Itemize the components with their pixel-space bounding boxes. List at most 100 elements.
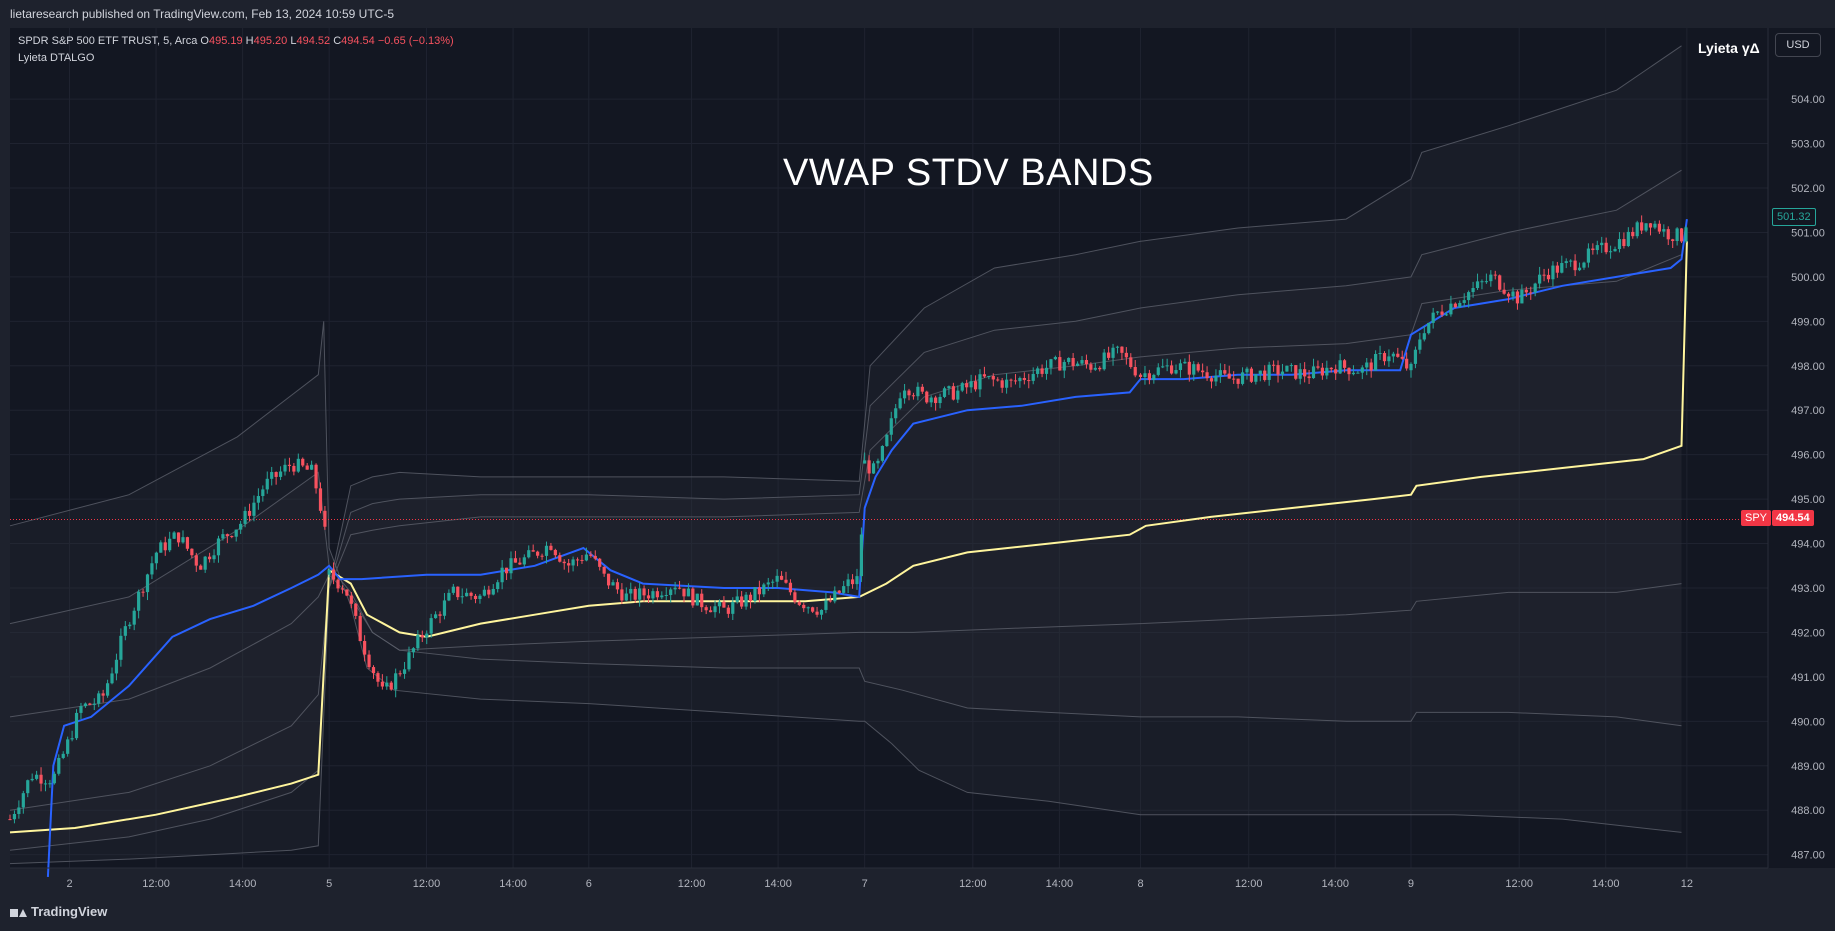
last-price-tag: 494.54 [1772,510,1814,526]
candle-body [753,587,757,602]
chart-title: VWAP STDV BANDS [783,152,1154,194]
candle-body [1360,367,1364,373]
x-tick-label: 7 [862,878,868,890]
x-tick-label: 5 [326,878,332,890]
candle-body [1666,229,1670,240]
candle-body [1254,374,1258,382]
candle-body [1484,281,1488,283]
candle-body [389,682,393,690]
candle-body [1551,265,1555,280]
candle-body [1120,346,1124,353]
x-tick-label: 14:00 [1321,878,1349,890]
candle-body [651,591,655,599]
chart-area[interactable] [10,28,1768,868]
y-tick-label: 493.00 [1791,583,1825,595]
x-tick-label: 12:00 [959,878,987,890]
candle-body [473,595,478,600]
x-tick-label: 2 [66,878,72,890]
candle-body [52,773,56,784]
candle-body [1662,229,1666,232]
candle-body [119,635,123,660]
candle-body [824,600,828,610]
candle-body [172,532,176,539]
candle-body [1245,368,1249,373]
currency-button[interactable]: USD [1775,33,1821,57]
y-tick-label: 487.00 [1791,850,1825,862]
candle-body [1058,357,1062,371]
candle-body [929,397,933,403]
candle-body [1036,368,1040,374]
symbol-legend[interactable]: SPDR S&P 500 ETF TRUST, 5, Arca O495.19 … [18,35,454,47]
legend-open-label: O [200,35,209,47]
candle-body [199,565,203,570]
candle-body [1600,242,1604,246]
candle-body [828,600,832,602]
x-tick-label: 14:00 [229,878,257,890]
candle-body [1671,239,1675,241]
candle-body [1657,223,1661,232]
candle-body [973,381,978,390]
candle-body [1102,352,1106,370]
candle-body [1307,376,1311,379]
candle-body [17,807,21,814]
candle-body [247,510,252,516]
candle-body [1365,362,1369,368]
candle-body [748,594,753,602]
candle-body [797,601,801,605]
candle-body [21,793,25,808]
candle-body [1067,357,1071,362]
tradingview-logo[interactable]: TradingView [10,904,107,919]
candle-body [1573,260,1577,271]
candle-body [991,376,995,380]
candle-body [74,712,79,739]
candle-body [1640,222,1644,231]
candle-body [655,591,659,598]
legend-close: 494.54 [341,35,375,47]
candle-body [553,549,557,556]
candle-body [1040,368,1044,374]
candle-body [1093,367,1097,370]
candle-body [1062,361,1066,371]
candle-body [731,601,735,614]
candle-body [1156,367,1160,375]
y-tick-label: 490.00 [1791,716,1825,728]
candle-body [1165,365,1169,367]
candle-body [190,548,194,556]
y-tick-label: 492.00 [1791,627,1825,639]
candle-body [880,446,885,461]
candle-body [1684,227,1688,242]
indicator-legend[interactable]: Lyieta DTALGO [18,52,95,64]
candle-body [811,607,815,612]
candle-body [956,390,960,400]
candle-body [802,604,806,609]
candle-body [1378,353,1382,355]
candle-body [598,558,602,567]
candle-body [713,606,717,613]
candle-body [1622,239,1626,247]
candle-body [181,537,185,543]
candle-body [314,464,318,489]
y-tick-label: 495.00 [1791,494,1825,506]
candle-body [442,600,447,616]
candle-body [1124,352,1128,358]
candle-body [110,673,114,684]
price-axis[interactable] [1768,28,1835,868]
candle-body [230,536,234,538]
x-tick-label: 8 [1137,878,1143,890]
candle-body [638,588,642,600]
y-tick-label: 498.00 [1791,361,1825,373]
candle-body [1555,265,1559,273]
candle-body [704,607,708,611]
candle-body [256,496,260,503]
candle-body [128,624,132,627]
candle-body [855,576,859,585]
candle-body [1280,371,1285,375]
candle-body [1440,311,1444,315]
candle-body [456,586,460,598]
candle-body [1529,292,1533,294]
candle-body [784,579,788,583]
candle-body [176,532,181,543]
candle-body [1031,373,1035,381]
candle-body [1480,281,1484,283]
